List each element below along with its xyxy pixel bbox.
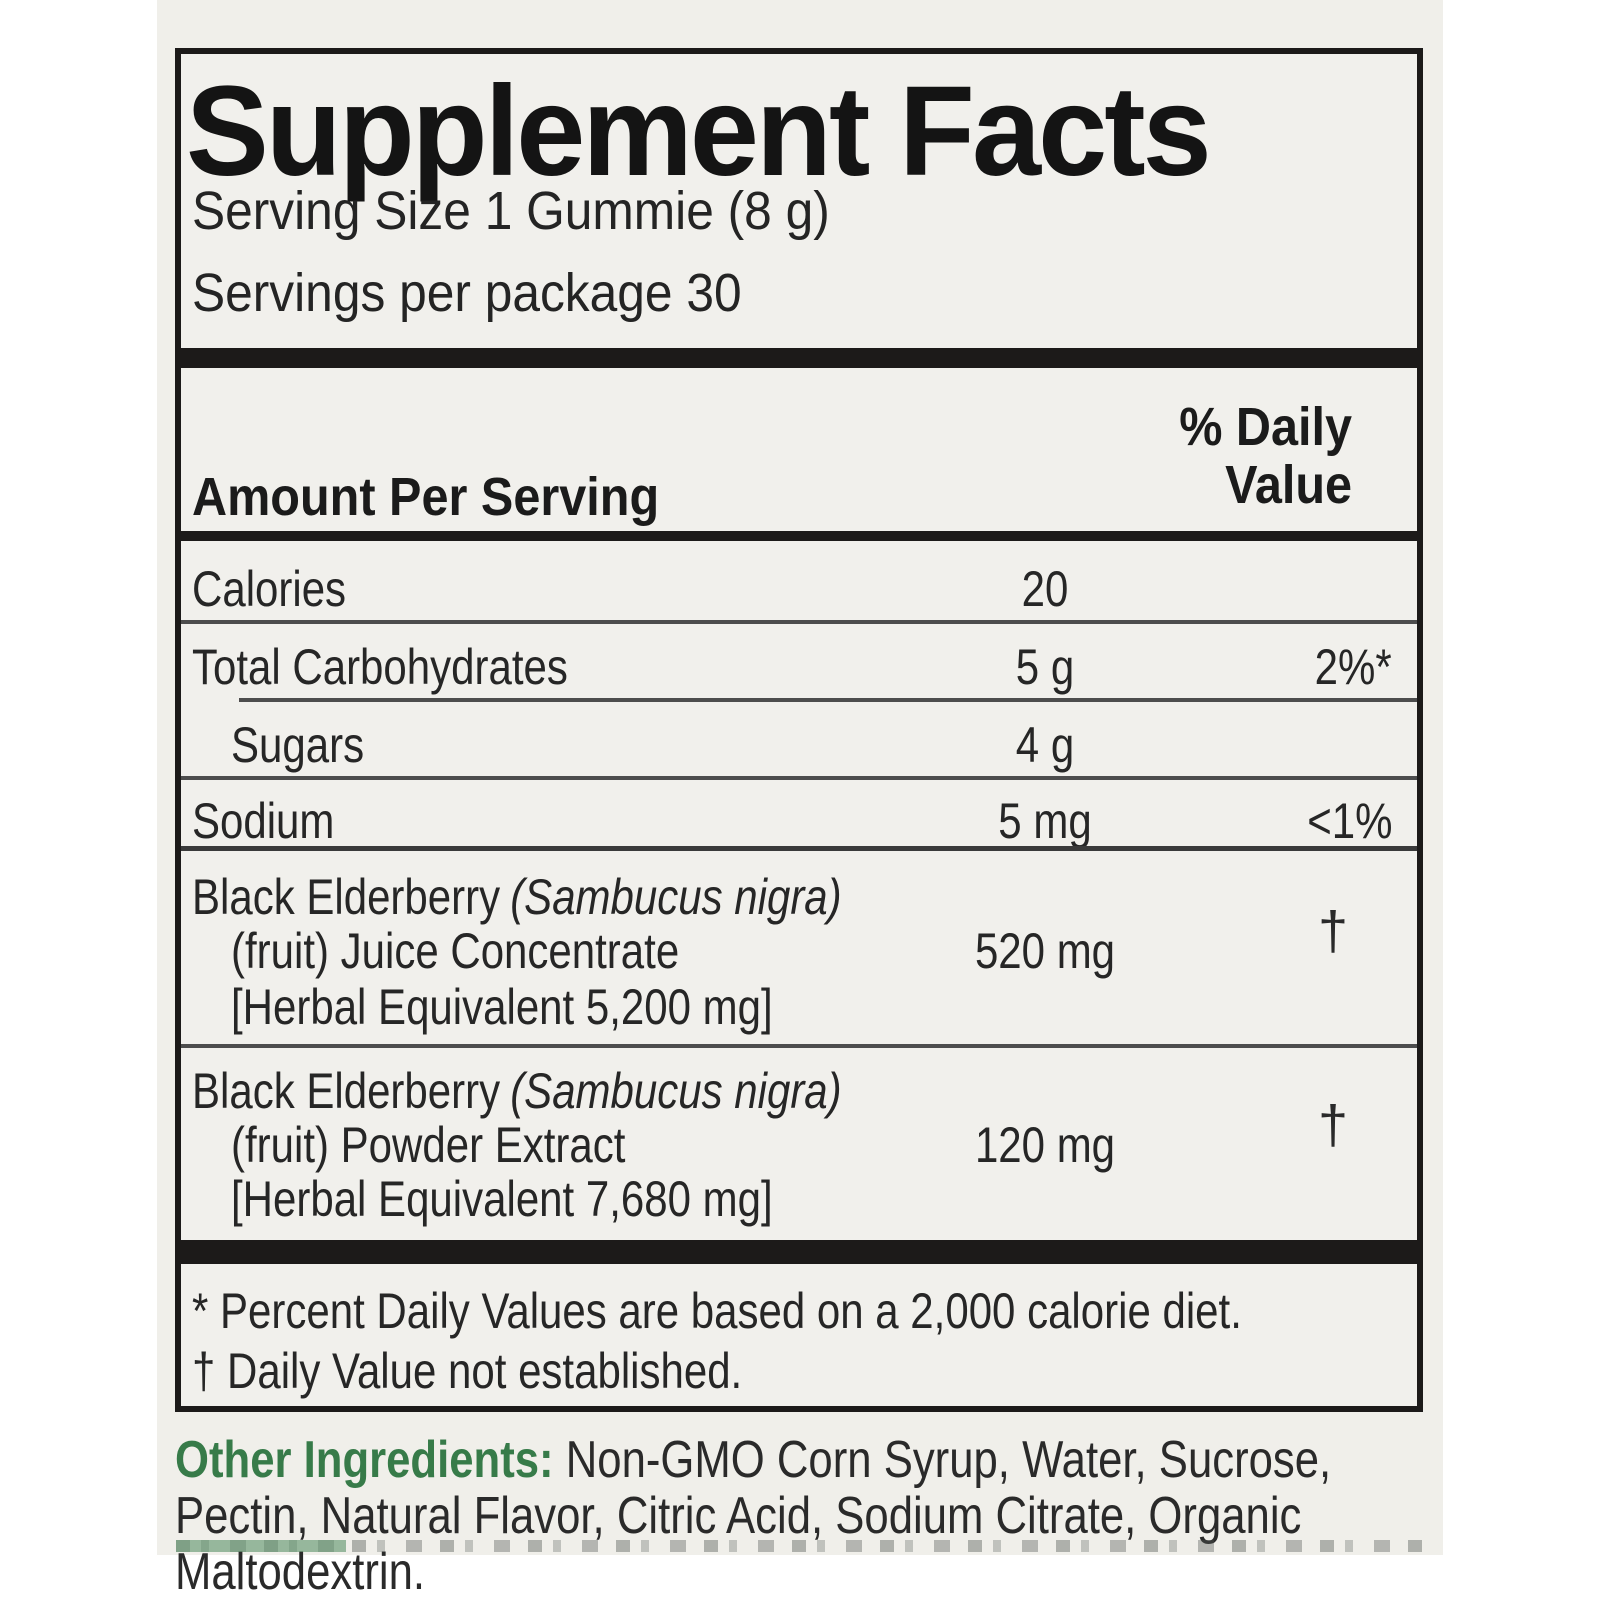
nutrient-name: Calories xyxy=(192,561,347,617)
nutrient-name: Sugars xyxy=(231,717,365,773)
footnote-percent-dv: * Percent Daily Values are based on a 2,… xyxy=(192,1283,1242,1339)
serving-size-line: Serving Size 1 Gummie (8 g) xyxy=(192,181,830,241)
nutrient-amount: 5 g xyxy=(1015,639,1075,695)
thick-rule-top xyxy=(181,348,1417,368)
nutrient-name-main: Black Elderberry xyxy=(192,1063,501,1119)
thick-rule-bottom xyxy=(181,1240,1417,1264)
nutrient-name-main: Black Elderberry xyxy=(192,869,501,925)
nutrient-name: Black Elderberry (Sambucus nigra) xyxy=(192,868,842,926)
footnote-not-established: † Daily Value not established. xyxy=(192,1343,743,1399)
row-rule-indented xyxy=(239,698,1417,702)
nutrient-name: Total Carbohydrates xyxy=(192,639,568,695)
row-rule xyxy=(181,776,1417,780)
other-ingredients-paragraph: Other Ingredients: Non-GMO Corn Syrup, W… xyxy=(175,1432,1445,1600)
row-rule xyxy=(181,620,1417,624)
nutrient-name-line2: (fruit) Powder Extract xyxy=(231,1117,626,1173)
other-ingredients-text: Non-GMO Corn Syrup, Water, Sucrose, Pect… xyxy=(175,1431,1332,1600)
header-rule xyxy=(181,531,1417,541)
nutrient-amount: 4 g xyxy=(1015,717,1075,773)
daily-value-header-line2: Value xyxy=(1225,455,1352,515)
nutrient-amount: 520 mg xyxy=(974,923,1116,979)
dagger-symbol: † xyxy=(1317,1095,1348,1155)
nutrient-daily-value: <1% xyxy=(1306,793,1392,849)
daily-value-header-line1: % Daily xyxy=(1179,397,1352,457)
nutrient-name-line2: (fruit) Juice Concentrate xyxy=(231,923,680,979)
nutrient-daily-value: 2%* xyxy=(1314,639,1392,695)
panel-title: Supplement Facts xyxy=(186,60,1212,203)
row-rule xyxy=(181,1044,1417,1048)
nutrient-name-line3: [Herbal Equivalent 7,680 mg] xyxy=(231,1171,773,1227)
row-rule-medium xyxy=(181,846,1417,851)
nutrient-amount: 20 xyxy=(1021,561,1069,617)
nutrient-name: Sodium xyxy=(192,793,335,849)
nutrient-name: Black Elderberry (Sambucus nigra) xyxy=(192,1062,842,1120)
nutrient-name-latin: (Sambucus nigra) xyxy=(510,1063,842,1119)
nutrient-amount: 120 mg xyxy=(974,1117,1116,1173)
nutrient-name-line3: [Herbal Equivalent 5,200 mg] xyxy=(231,979,773,1035)
nutrient-amount: 5 mg xyxy=(998,793,1092,849)
supplement-facts-panel xyxy=(175,48,1423,1412)
other-ingredients-label: Other Ingredients: xyxy=(175,1431,554,1489)
cutoff-text-remnant xyxy=(176,1540,1426,1552)
servings-per-package-line: Servings per package 30 xyxy=(192,263,742,323)
dagger-symbol: † xyxy=(1317,901,1348,961)
amount-per-serving-header: Amount Per Serving xyxy=(192,467,660,527)
nutrient-name-latin: (Sambucus nigra) xyxy=(510,869,842,925)
